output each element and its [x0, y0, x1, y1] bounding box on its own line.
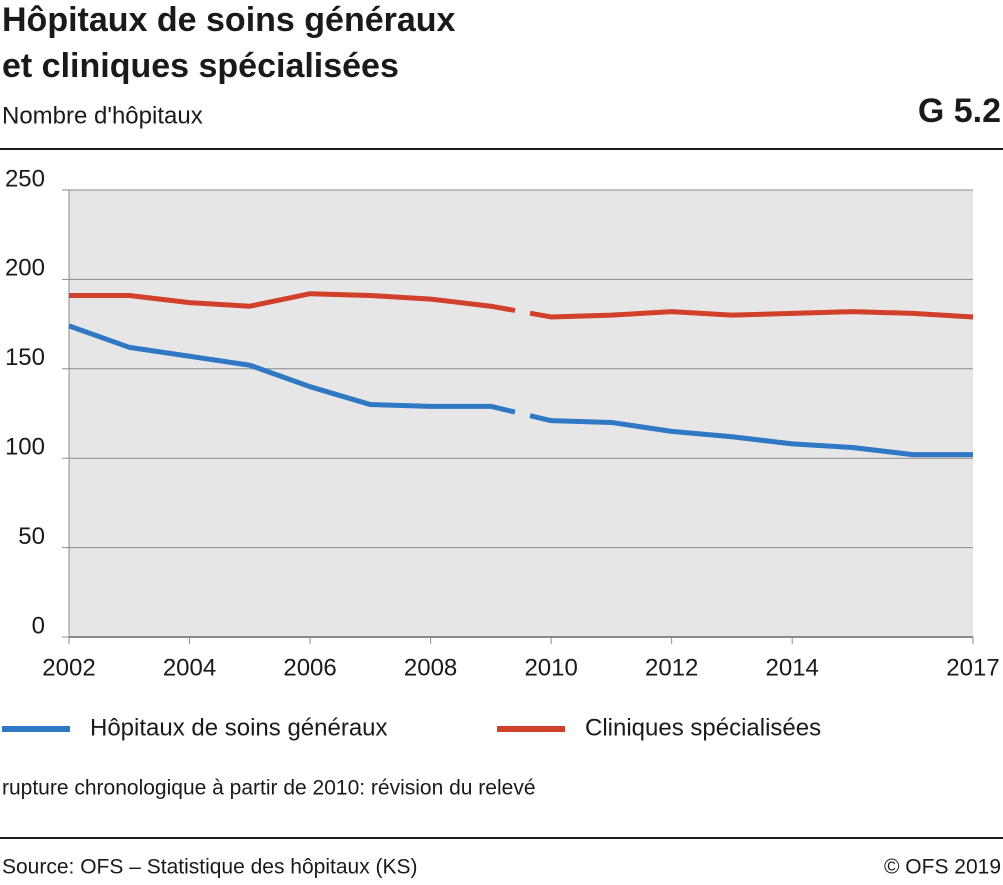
x-tick-label: 2004 [163, 654, 216, 681]
chart-title: et cliniques spécialisées [2, 47, 399, 85]
note: rupture chronologique à partir de 2010: … [2, 777, 536, 800]
y-tick-label: 150 [5, 344, 45, 371]
x-tick-label: 2017 [946, 654, 999, 681]
source: Source: OFS – Statistique des hôpitaux (… [2, 856, 418, 879]
legend-label: Cliniques spécialisées [585, 714, 821, 741]
y-tick-label: 0 [32, 612, 45, 639]
chart-id: G 5.2 [918, 92, 1001, 130]
chart-subtitle: Nombre d'hôpitaux [2, 102, 203, 129]
chart-title: Hôpitaux de soins généraux [2, 1, 456, 39]
series-gap [514, 408, 531, 420]
y-tick-label: 100 [5, 434, 45, 461]
y-tick-label: 250 [5, 165, 45, 192]
x-tick-label: 2014 [766, 654, 819, 681]
x-tick-label: 2010 [524, 654, 577, 681]
y-tick-label: 50 [18, 523, 45, 550]
legend-label: Hôpitaux de soins généraux [90, 714, 388, 741]
x-tick-label: 2006 [283, 654, 336, 681]
y-tick-label: 200 [5, 255, 45, 282]
x-tick-label: 2012 [645, 654, 698, 681]
copyright: © OFS 2019 [884, 856, 1001, 879]
x-tick-label: 2002 [42, 654, 95, 681]
series-gap [514, 306, 531, 318]
x-tick-label: 2008 [404, 654, 457, 681]
